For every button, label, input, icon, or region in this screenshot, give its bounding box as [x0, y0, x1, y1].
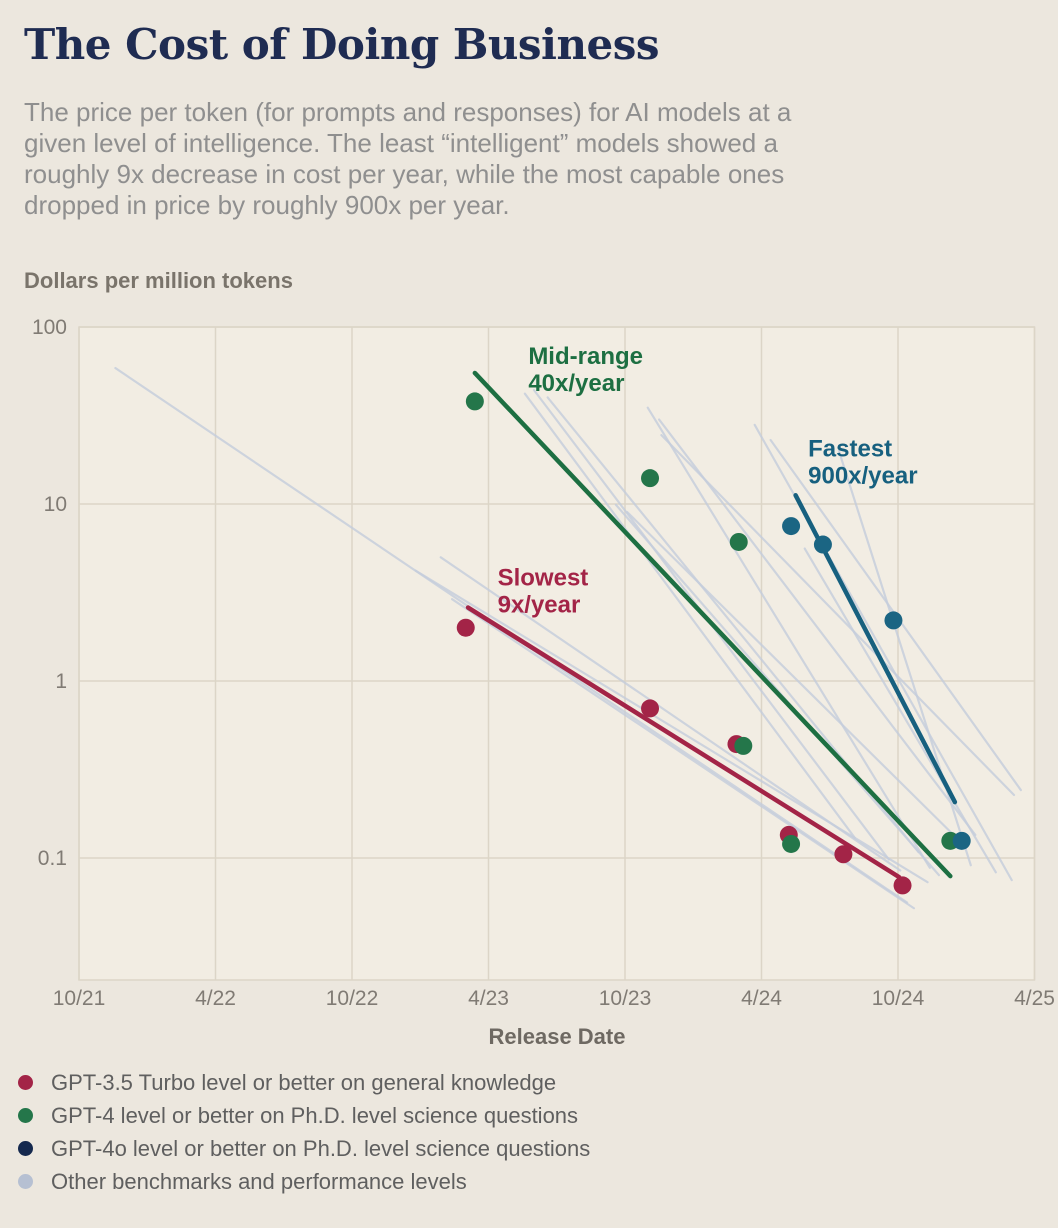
gpt4o-level-point	[782, 517, 801, 536]
legend-label: GPT-4o level or better on Ph.D. level sc…	[51, 1135, 591, 1161]
legend-label: GPT-3.5 Turbo level or better on general…	[51, 1069, 557, 1095]
legend-dot-other-icon	[18, 1174, 33, 1189]
legend-label: GPT-4 level or better on Ph.D. level sci…	[51, 1102, 579, 1128]
gpt4-level-point	[734, 736, 753, 755]
y-tick-label: 10	[44, 493, 67, 516]
x-tick-label: 10/24	[872, 987, 925, 1010]
gpt4-level-point	[729, 532, 748, 551]
x-tick-label: 10/22	[326, 987, 379, 1010]
gpt4-level-point	[782, 834, 801, 853]
plot-border	[78, 326, 1036, 981]
benchmark-line	[660, 434, 1016, 797]
trend-label-slowest: 9x/year	[498, 591, 581, 618]
legend-item-gpt4: GPT-4 level or better on Ph.D. level sci…	[18, 1099, 590, 1132]
legend-label: Other benchmarks and performance levels	[51, 1168, 467, 1194]
legend: GPT-3.5 Turbo level or better on general…	[18, 1066, 590, 1198]
y-tick-label: 0.1	[38, 847, 67, 870]
page-title: The Cost of Doing Business	[24, 20, 660, 69]
x-tick-label: 10/23	[599, 987, 652, 1010]
gpt4o-level-point	[813, 535, 832, 554]
x-tick-label: 10/21	[53, 987, 106, 1010]
trend-label-midrange: 40x/year	[528, 370, 624, 397]
y-tick-label: 1	[55, 670, 67, 693]
legend-dot-gpt4o-icon	[18, 1141, 33, 1156]
subtitle-line: dropped in price by roughly 900x per yea…	[24, 190, 510, 220]
benchmark-line	[439, 556, 902, 872]
subtitle-line: roughly 9x decrease in cost per year, wh…	[24, 159, 785, 189]
trend-line-slowest	[465, 605, 902, 880]
legend-item-gpt4o: GPT-4o level or better on Ph.D. level sc…	[18, 1132, 590, 1165]
gpt35-turbo-level-point	[456, 618, 475, 637]
x-tick-label: 4/24	[741, 987, 782, 1010]
benchmark-line	[646, 406, 931, 869]
gpt35-turbo-level-point	[641, 699, 660, 718]
legend-item-other: Other benchmarks and performance levels	[18, 1165, 590, 1198]
subtitle-line: The price per token (for prompts and res…	[24, 97, 792, 127]
benchmark-line	[803, 547, 997, 874]
gpt4-level-point	[465, 392, 484, 411]
benchmark-line	[626, 510, 966, 847]
plot-area	[79, 327, 1035, 980]
gpt35-turbo-level-point	[893, 876, 912, 895]
trend-label-midrange: Mid-range	[528, 343, 643, 370]
gpt4o-level-point	[952, 831, 971, 850]
legend-item-gpt35: GPT-3.5 Turbo level or better on general…	[18, 1066, 590, 1099]
legend-dot-gpt4-icon	[18, 1108, 33, 1123]
y-axis-title: Dollars per million tokens	[24, 268, 293, 293]
trend-line-midrange	[472, 370, 953, 879]
gpt35-turbo-level-point	[834, 845, 853, 864]
chart-subtitle: The price per token (for prompts and res…	[24, 97, 791, 221]
x-tick-label: 4/25	[1014, 987, 1055, 1010]
y-tick-label: 100	[32, 316, 67, 339]
x-tick-label: 4/22	[195, 987, 236, 1010]
trend-label-slowest: Slowest	[498, 564, 589, 591]
legend-dot-gpt35-icon	[18, 1075, 33, 1090]
trend-label-fastest: 900x/year	[808, 463, 917, 490]
x-axis-title: Release Date	[488, 1024, 626, 1049]
subtitle-line: given level of intelligence. The least “…	[24, 128, 778, 158]
gpt4o-level-point	[884, 611, 903, 630]
gpt4-level-point	[641, 469, 660, 488]
benchmark-line	[658, 418, 977, 837]
benchmark-line	[837, 449, 972, 867]
benchmark-line	[523, 392, 856, 839]
x-tick-label: 4/23	[468, 987, 509, 1010]
trend-label-fastest: Fastest	[808, 436, 892, 463]
